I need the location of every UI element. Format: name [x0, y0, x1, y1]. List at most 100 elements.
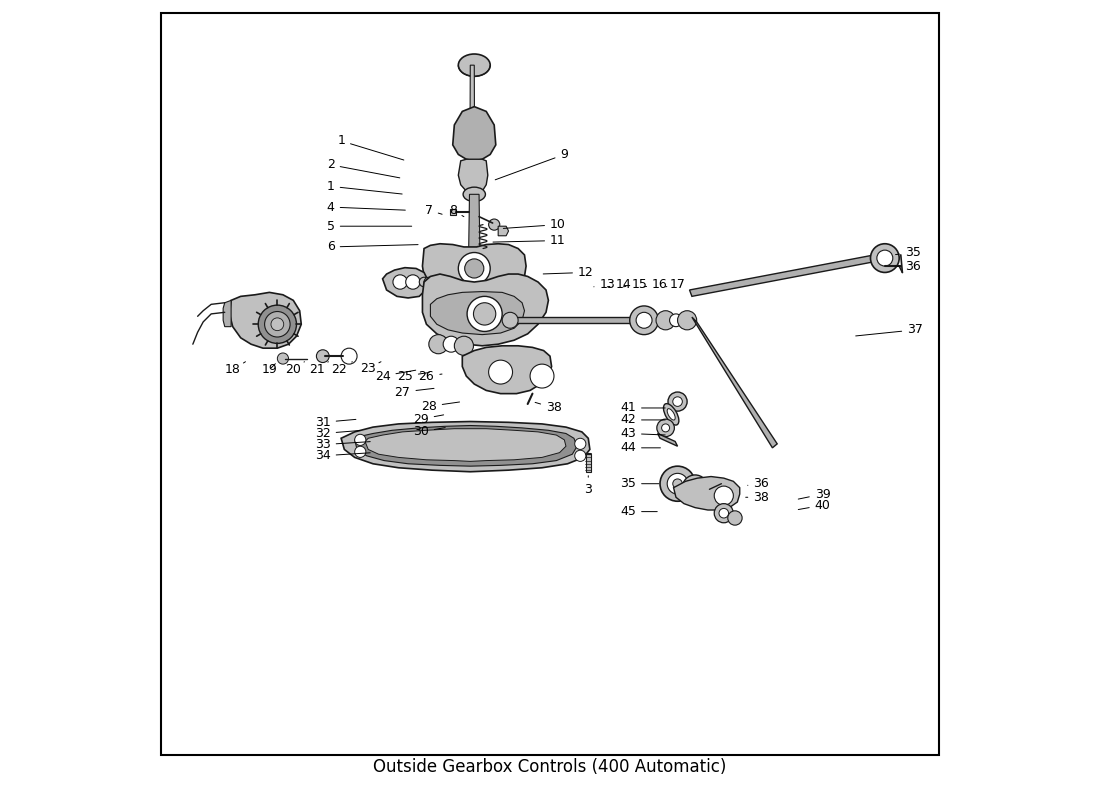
Circle shape [636, 312, 652, 328]
Text: 13: 13 [594, 278, 615, 291]
Circle shape [574, 438, 586, 450]
Polygon shape [692, 317, 778, 448]
Text: 1: 1 [338, 134, 404, 160]
Circle shape [459, 253, 491, 285]
Circle shape [443, 336, 459, 352]
Circle shape [317, 350, 329, 362]
Text: 35: 35 [620, 478, 659, 490]
Text: 33: 33 [315, 438, 371, 451]
Circle shape [503, 312, 518, 328]
Circle shape [661, 424, 670, 432]
Text: 41: 41 [620, 402, 666, 414]
Text: 4: 4 [327, 201, 405, 214]
Text: 26: 26 [419, 370, 442, 382]
Text: 38: 38 [746, 490, 769, 504]
Text: 2: 2 [327, 158, 399, 178]
Text: 43: 43 [620, 427, 666, 440]
Circle shape [660, 466, 695, 502]
Polygon shape [422, 274, 549, 346]
Text: 25: 25 [397, 370, 429, 382]
Text: 40: 40 [799, 498, 830, 512]
Circle shape [530, 364, 554, 388]
Circle shape [464, 259, 484, 278]
Text: 37: 37 [856, 323, 923, 336]
Circle shape [354, 434, 366, 446]
Text: 20: 20 [285, 362, 305, 376]
Circle shape [258, 305, 297, 343]
Text: 29: 29 [412, 413, 443, 426]
Text: 28: 28 [421, 400, 460, 413]
Text: 5: 5 [327, 220, 411, 233]
Polygon shape [586, 454, 591, 472]
Text: 18: 18 [224, 362, 245, 376]
Text: 17: 17 [666, 278, 685, 291]
Polygon shape [673, 477, 739, 510]
Text: 42: 42 [620, 414, 666, 426]
Circle shape [682, 475, 708, 501]
Circle shape [688, 481, 702, 495]
Circle shape [673, 397, 682, 406]
Polygon shape [462, 346, 551, 394]
Ellipse shape [459, 54, 491, 76]
Circle shape [719, 509, 728, 518]
Circle shape [406, 275, 420, 289]
Text: 30: 30 [412, 426, 446, 438]
Circle shape [678, 310, 696, 330]
Polygon shape [354, 426, 578, 466]
Text: 7: 7 [425, 204, 442, 217]
Text: 8: 8 [449, 204, 464, 217]
Circle shape [419, 278, 429, 286]
Circle shape [877, 250, 893, 266]
Polygon shape [470, 65, 475, 265]
Circle shape [728, 511, 743, 525]
Circle shape [393, 275, 407, 289]
Text: 27: 27 [395, 386, 434, 398]
Text: 16: 16 [645, 278, 668, 291]
Polygon shape [498, 226, 508, 236]
Text: 1: 1 [327, 180, 403, 194]
Text: 3: 3 [584, 476, 592, 496]
Text: 32: 32 [315, 427, 360, 440]
Text: 31: 31 [315, 416, 356, 429]
Text: 6: 6 [327, 241, 418, 254]
Text: 36: 36 [895, 259, 921, 273]
Circle shape [354, 446, 366, 458]
Text: 45: 45 [620, 505, 657, 518]
Polygon shape [658, 434, 678, 446]
Ellipse shape [463, 187, 485, 202]
Circle shape [341, 348, 358, 364]
Polygon shape [223, 300, 231, 326]
Ellipse shape [663, 404, 679, 425]
Text: 12: 12 [543, 266, 594, 279]
Circle shape [668, 392, 688, 411]
Circle shape [574, 450, 586, 462]
Text: 44: 44 [620, 442, 660, 454]
Polygon shape [422, 244, 526, 293]
Circle shape [870, 244, 899, 273]
Polygon shape [690, 254, 881, 296]
Polygon shape [508, 317, 646, 323]
Text: 14: 14 [607, 278, 631, 291]
Circle shape [488, 219, 499, 230]
Text: 36: 36 [748, 478, 769, 490]
Text: 9: 9 [495, 148, 569, 180]
Circle shape [265, 311, 290, 337]
Polygon shape [430, 291, 525, 334]
Circle shape [714, 504, 734, 522]
Circle shape [473, 302, 496, 325]
Circle shape [468, 296, 503, 331]
Circle shape [277, 353, 288, 364]
Circle shape [629, 306, 659, 334]
Text: 21: 21 [309, 362, 329, 376]
Text: 11: 11 [493, 234, 565, 247]
Text: 10: 10 [504, 218, 565, 231]
Polygon shape [469, 194, 480, 249]
Circle shape [429, 334, 448, 354]
Polygon shape [341, 422, 590, 472]
Circle shape [668, 474, 688, 494]
Polygon shape [365, 429, 565, 462]
Text: 22: 22 [331, 362, 352, 376]
Circle shape [673, 479, 682, 489]
Polygon shape [459, 159, 487, 194]
Polygon shape [230, 292, 301, 348]
